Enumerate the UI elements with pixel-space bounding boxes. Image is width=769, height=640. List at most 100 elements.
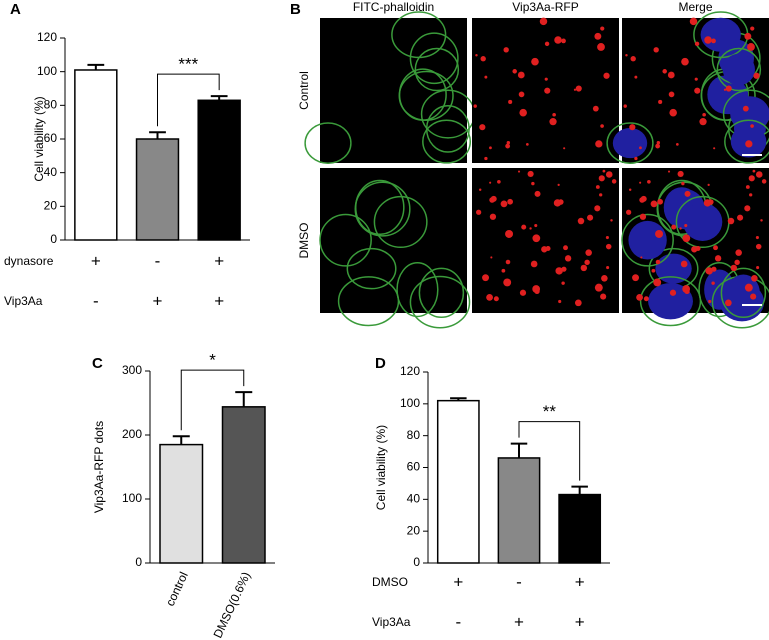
rfp-dot [643,296,649,302]
rfp-dot [684,223,688,228]
y-tick-label: 120 [37,30,57,44]
bar [221,406,266,564]
membrane [396,262,439,318]
rfp-dot [725,85,732,92]
rfp-dot [558,299,562,304]
rfp-dot [711,281,715,285]
micrograph [319,168,471,329]
rfp-dot [668,91,675,98]
condition-name: DMSO [372,575,408,589]
rfp-dot [714,255,722,262]
rfp-dot [575,85,582,92]
image-bg [472,168,619,313]
micrograph [472,17,619,163]
membrane [398,70,454,121]
rfp-dot [628,188,632,192]
rfp-dot [534,190,541,197]
panel-label: C [92,355,103,372]
micrograph [621,168,769,329]
y-axis-label: Cell viability (%) [374,425,388,510]
rfp-dot [707,183,710,186]
rfp-dot [751,274,758,282]
rfp-dot [544,87,551,94]
rfp-dot [699,118,707,126]
rfp-dot [675,143,679,146]
rfp-dot [500,200,508,208]
x-tick-label: DMSO(0.6%) [211,570,254,640]
rfp-dot [530,260,538,268]
rfp-dot [482,274,490,282]
rfp-dot [755,171,763,178]
rfp-dot [724,299,732,307]
membrane [422,119,472,164]
rfp-dot [595,185,600,189]
rfp-dot [650,200,658,208]
rfp-dot [694,41,700,47]
rfp-dot [655,229,664,238]
rfp-dot [519,108,527,117]
rfp-dot [597,43,605,51]
condition-sign: - [516,572,522,591]
membrane [409,32,459,85]
micrograph [304,11,476,164]
rfp-dot [603,72,610,79]
rfp-dot [584,259,590,266]
rfp-dot [519,289,527,296]
rfp-dot [554,36,562,44]
rfp-dot [682,234,691,243]
rfp-dot [655,259,661,265]
rfp-dot [750,26,755,31]
y-axis-label: Vip3Aa-RFP dots [92,421,106,513]
rfp-dot [653,278,662,287]
rfp-dot [490,256,493,259]
y-tick-label: 20 [407,523,421,537]
membrane [346,247,397,290]
rfp-dot [639,146,642,150]
micrograph [606,11,769,164]
nucleus [700,17,741,52]
rfp-dot [563,147,566,150]
column-header: Vip3Aa-RFP [512,0,578,14]
bar [197,99,241,241]
rfp-dot [630,56,636,62]
rfp-dot [506,141,511,145]
condition-sign: + [214,291,224,310]
rfp-dot [677,170,684,178]
y-tick-label: 60 [407,460,421,474]
rfp-dot [705,267,713,275]
significance-label: ** [543,402,557,421]
condition-sign: - [455,612,461,631]
rfp-dot [505,143,511,149]
significance-label: * [209,351,216,370]
rfp-dot [527,170,534,178]
rfp-dot [711,266,717,272]
rfp-dot [595,140,603,148]
rfp-dot [605,171,613,178]
rfp-dot [561,266,567,272]
rfp-dot [525,143,529,146]
rfp-dot [727,217,735,225]
significance-bracket [518,421,581,481]
condition-name: Vip3Aa [4,294,43,308]
rfp-dot [755,243,762,250]
rfp-dot [558,199,564,205]
rfp-dot [744,205,751,212]
rfp-dot [534,288,540,295]
membrane [639,276,702,327]
rfp-dot [598,175,605,182]
membrane [621,213,674,267]
rfp-dot [518,170,521,173]
significance-label: *** [178,55,198,74]
x-tick-label: control [163,570,191,609]
rfp-dot [484,156,488,161]
nucleus [628,220,667,260]
rfp-dot [489,213,497,220]
y-tick-label: 0 [135,555,142,569]
rfp-dot [694,87,701,94]
y-tick-label: 100 [122,491,142,505]
y-tick-label: 40 [407,492,421,506]
rfp-dot [625,54,628,57]
y-tick-label: 300 [122,363,142,377]
condition-name: dynasore [4,254,54,268]
rfp-dot [541,246,548,253]
